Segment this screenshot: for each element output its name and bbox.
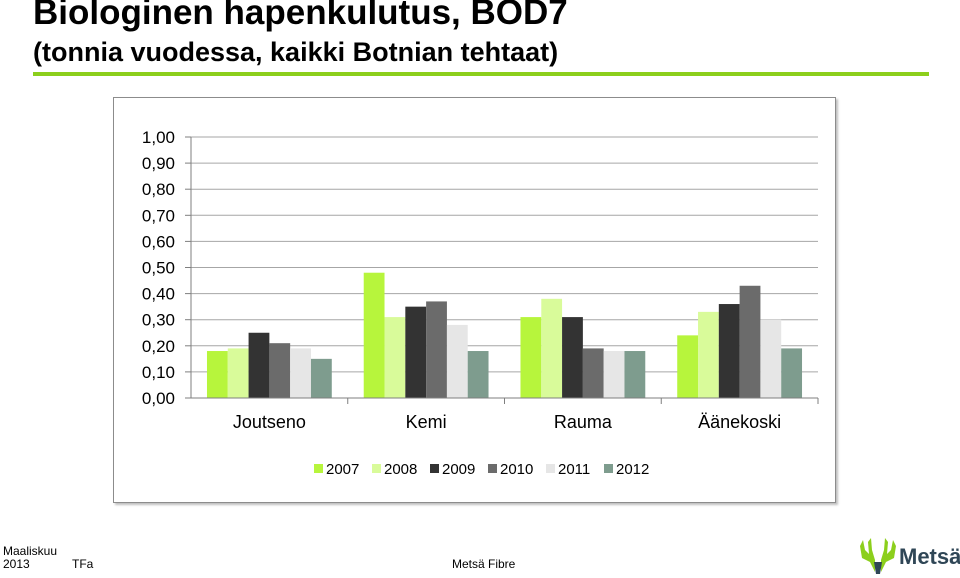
legend-swatch — [430, 464, 439, 473]
category-label: Äänekoski — [698, 412, 781, 432]
footer-year: 2013 — [3, 557, 30, 571]
bar-2011-Äänekoski — [760, 319, 782, 398]
legend-label: 2009 — [442, 461, 475, 478]
y-tick-label: 0,70 — [142, 206, 175, 225]
y-tick-label: 0,00 — [142, 389, 175, 408]
legend-swatch — [604, 464, 613, 473]
bar-2008-Joutseno — [227, 348, 249, 398]
logo-text: Metsä — [899, 544, 960, 569]
bar-2012-Joutseno — [310, 358, 332, 398]
bar-2011-Joutseno — [290, 348, 311, 398]
bar-2010-Äänekoski — [739, 285, 761, 398]
footer-company: Metsä Fibre — [452, 557, 516, 571]
bar-2009-Rauma — [562, 317, 583, 398]
legend-swatch — [372, 464, 381, 473]
bars — [206, 272, 803, 398]
legend: 2007 2008 2009 2010 2011 2012 — [314, 461, 649, 478]
slide-title: Biologinen hapenkulutus, BOD7 — [33, 0, 568, 32]
bar-2009-Kemi — [405, 306, 427, 398]
y-tick-label: 0,80 — [142, 180, 175, 199]
bar-chart: 0,00 0,10 0,20 0,30 0,40 0,50 0,60 0,70 0,80 0,90… — [142, 128, 819, 478]
bar-2011-Rauma — [603, 351, 625, 398]
y-tick-label: 0,10 — [142, 363, 175, 382]
legend-swatch — [488, 464, 497, 473]
bar-2008-Rauma — [541, 298, 563, 398]
y-tick-label: 0,30 — [142, 311, 175, 330]
bar-2009-Joutseno — [248, 332, 270, 398]
category-label: Joutseno — [233, 412, 306, 432]
bar-2007-Kemi — [363, 272, 385, 398]
legend-label: 2008 — [384, 461, 417, 478]
category-label: Rauma — [554, 412, 613, 432]
legend-label: 2010 — [500, 461, 533, 478]
y-tick-label: 0,20 — [142, 337, 175, 356]
bar-2008-Kemi — [384, 317, 406, 398]
y-tick-label: 0,50 — [142, 259, 175, 278]
y-tick-label: 0,40 — [142, 285, 175, 304]
category-label: Kemi — [406, 412, 447, 432]
grid-lines — [191, 136, 818, 373]
y-tick-label: 0,90 — [142, 154, 175, 173]
axes — [185, 136, 819, 404]
footer-author: TFa — [72, 557, 94, 571]
legend-swatch — [314, 464, 323, 473]
title-divider — [33, 72, 929, 76]
legend-label: 2007 — [326, 461, 359, 478]
bar-2009-Äänekoski — [718, 304, 740, 398]
bar-2007-Rauma — [520, 317, 542, 398]
footer-month: Maaliskuu — [3, 544, 58, 558]
bar-2011-Kemi — [446, 324, 468, 398]
bar-2007-Joutseno — [206, 351, 228, 398]
bar-2012-Äänekoski — [781, 348, 803, 398]
bar-2010-Rauma — [582, 348, 604, 398]
chart-frame: 0,00 0,10 0,20 0,30 0,40 0,50 0,60 0,70 0,80 0,90… — [113, 97, 836, 503]
slide-subtitle: (tonnia vuodessa, kaikki Botnian tehtaat… — [33, 37, 559, 67]
bar-2012-Kemi — [467, 351, 489, 398]
legend-label: 2011 — [558, 461, 590, 478]
bar-2008-Äänekoski — [698, 311, 719, 398]
y-tick-label: 0,60 — [142, 232, 175, 251]
legend-swatch — [546, 464, 555, 473]
axis-labels: 0,00 0,10 0,20 0,30 0,40 0,50 0,60 0,70 0,80 0,90… — [142, 128, 781, 432]
moose-antlers-icon — [860, 538, 896, 574]
bar-2012-Rauma — [624, 351, 646, 398]
bar-2010-Kemi — [426, 301, 447, 398]
y-tick-label: 1,00 — [142, 128, 175, 147]
bar-2010-Joutseno — [269, 343, 291, 398]
bar-2007-Äänekoski — [677, 335, 699, 398]
metsa-logo: Metsä — [856, 532, 960, 576]
legend-label: 2012 — [616, 461, 649, 478]
